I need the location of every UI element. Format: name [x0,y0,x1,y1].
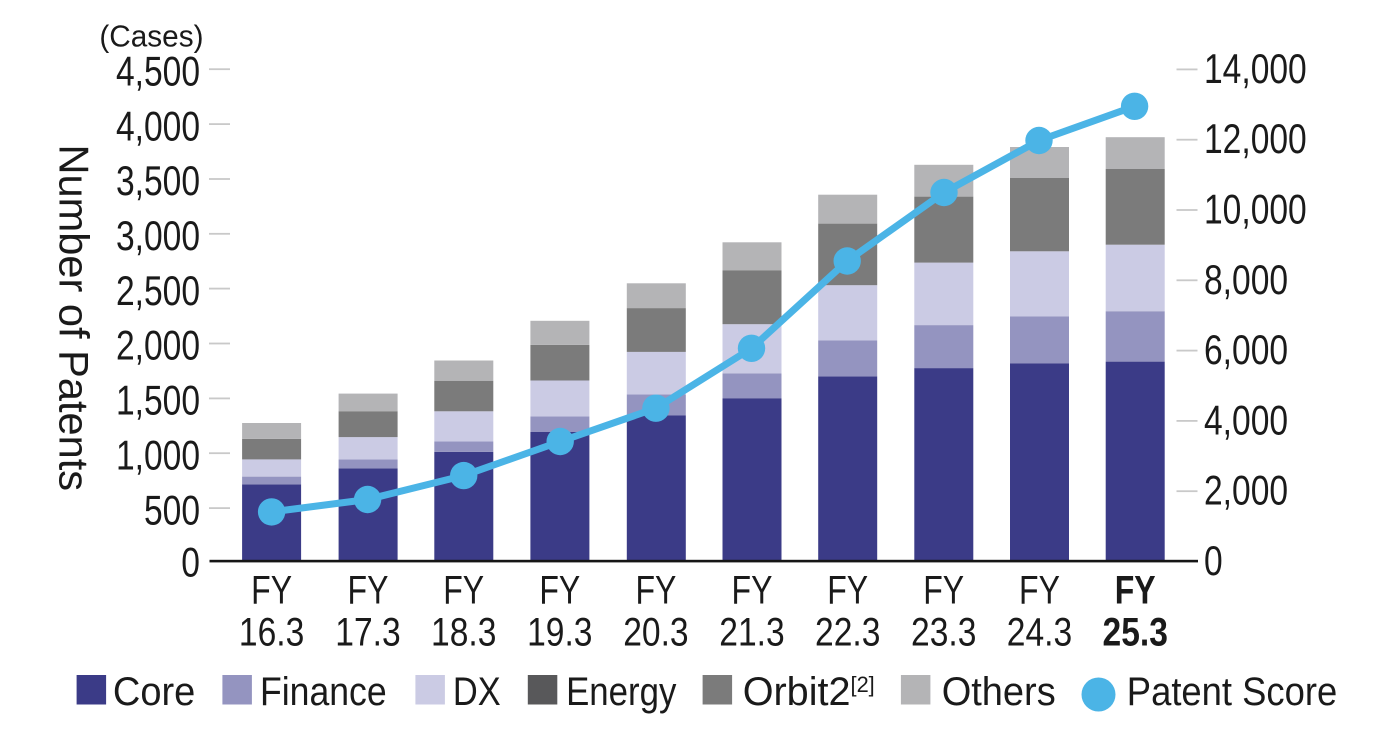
svg-text:20.3: 20.3 [623,610,688,654]
svg-text:FY: FY [443,567,484,612]
svg-text:18.3: 18.3 [431,610,496,654]
svg-text:21.3: 21.3 [719,610,784,654]
svg-text:0: 0 [181,540,200,586]
svg-text:14,000: 14,000 [1204,46,1307,92]
svg-text:2,000: 2,000 [116,323,200,369]
svg-text:Patent Score: Patent Score [1127,669,1337,714]
svg-text:2,500: 2,500 [116,268,200,314]
svg-text:FY: FY [827,567,868,612]
svg-text:FY: FY [732,567,773,612]
svg-text:FY: FY [539,567,580,612]
svg-text:(Cases): (Cases) [99,19,203,54]
svg-text:500: 500 [144,488,200,534]
svg-text:Finance: Finance [260,670,387,714]
svg-text:Energy: Energy [566,669,676,714]
svg-text:0: 0 [1204,538,1223,584]
svg-text:17.3: 17.3 [335,610,400,654]
svg-text:Core: Core [113,670,195,714]
svg-text:3,000: 3,000 [116,214,200,260]
svg-text:Number of Patents: Number of Patents [50,145,97,492]
svg-text:FY: FY [923,567,964,612]
svg-text:23.3: 23.3 [911,610,976,654]
svg-text:FY: FY [635,567,676,612]
svg-text:FY: FY [251,567,292,612]
svg-text:4,000: 4,000 [1204,398,1288,444]
svg-text:19.3: 19.3 [527,610,592,654]
svg-text:1,500: 1,500 [116,378,200,424]
svg-text:25.3: 25.3 [1103,610,1168,654]
svg-text:FY: FY [1115,567,1156,612]
svg-text:FY: FY [348,567,389,612]
svg-text:FY: FY [1019,567,1060,612]
svg-text:12,000: 12,000 [1204,117,1307,163]
svg-text:22.3: 22.3 [815,610,880,654]
svg-text:4,000: 4,000 [116,104,200,150]
svg-text:DX: DX [453,669,501,714]
svg-text:16.3: 16.3 [239,610,304,654]
svg-text:24.3: 24.3 [1007,610,1072,654]
svg-text:2,000: 2,000 [1204,468,1288,514]
svg-text:1,000: 1,000 [116,433,200,479]
svg-text:10,000: 10,000 [1204,187,1307,233]
svg-text:4,500: 4,500 [116,49,200,95]
svg-text:3,500: 3,500 [116,159,200,205]
svg-text:Others: Others [942,670,1056,714]
svg-text:8,000: 8,000 [1204,257,1288,303]
svg-text:6,000: 6,000 [1204,328,1288,374]
